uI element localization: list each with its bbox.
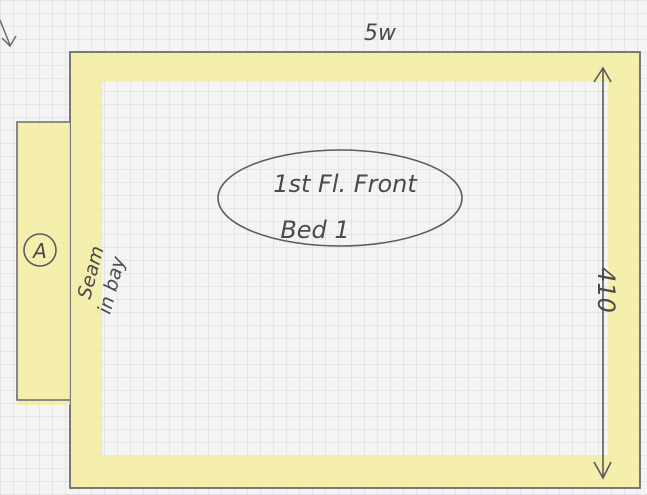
- room-label-line2: Bed 1: [280, 216, 349, 244]
- dimension-label: 410: [592, 267, 620, 313]
- sketch: A 5w 1st Fl. Front Bed 1 Seam in bay 410: [0, 0, 647, 495]
- bay-highlight: [17, 122, 70, 405]
- width-label: 5w: [364, 21, 397, 46]
- room-label-line1: 1st Fl. Front: [273, 170, 418, 198]
- bay-label: A: [31, 239, 47, 263]
